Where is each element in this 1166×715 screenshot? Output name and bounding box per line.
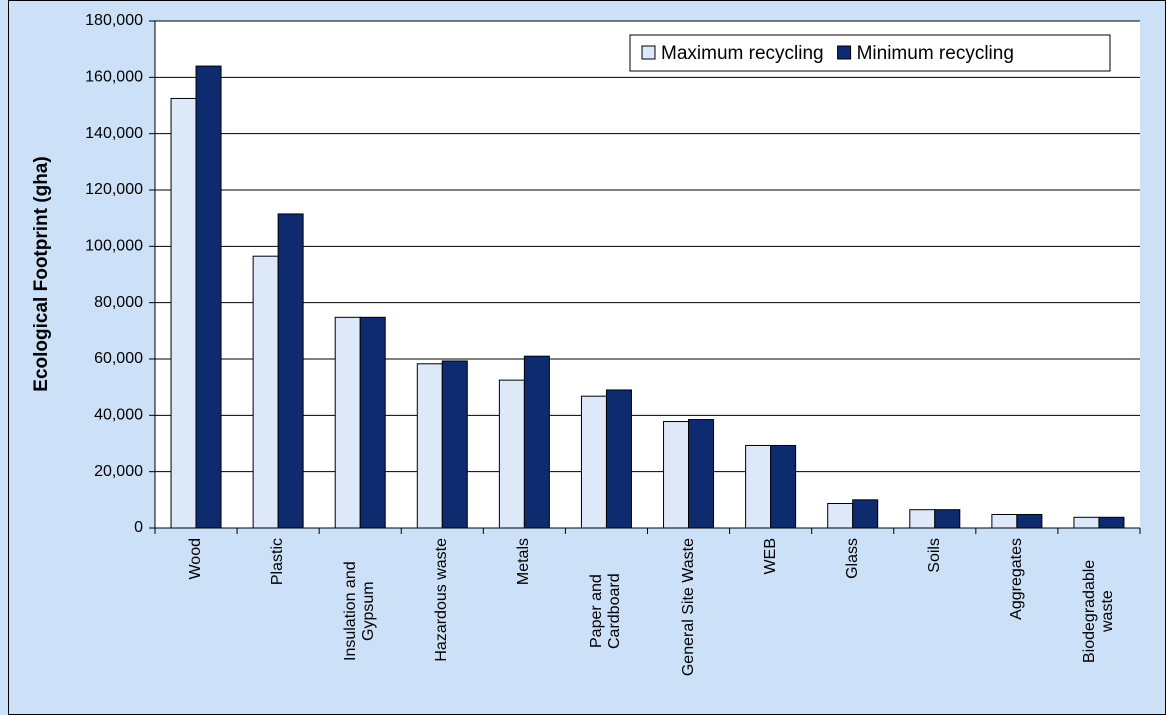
bar bbox=[195, 65, 222, 529]
bar bbox=[580, 395, 607, 529]
y-tick-label: 60,000 bbox=[94, 350, 143, 367]
x-tick-label: Wood bbox=[187, 538, 205, 580]
x-tick-label: Glass bbox=[843, 538, 861, 579]
y-tick-label: 0 bbox=[134, 519, 143, 536]
y-tick-label: 100,000 bbox=[85, 238, 143, 255]
bar bbox=[1073, 516, 1100, 529]
x-tick-label: Plastic bbox=[269, 538, 287, 586]
bar bbox=[170, 97, 197, 529]
y-tick-label: 140,000 bbox=[85, 125, 143, 142]
x-tick-label: Insulation and Gypsum bbox=[342, 561, 378, 661]
bar bbox=[770, 444, 797, 529]
bar bbox=[359, 316, 386, 529]
y-tick-label: 160,000 bbox=[85, 69, 143, 86]
y-tick-label: 80,000 bbox=[94, 294, 143, 311]
bar bbox=[416, 363, 443, 529]
x-tick-label: Soils bbox=[925, 538, 943, 573]
legend-label: Maximum recycling bbox=[661, 43, 824, 64]
y-tick-label: 20,000 bbox=[94, 463, 143, 480]
bar bbox=[252, 255, 279, 529]
x-tick-label: Aggregates bbox=[1007, 538, 1025, 620]
x-tick-label: Biodegradable waste bbox=[1080, 559, 1116, 663]
bar bbox=[745, 444, 772, 529]
bar bbox=[663, 421, 690, 529]
x-tick-label: Metals bbox=[515, 538, 533, 586]
y-tick-label: 120,000 bbox=[85, 181, 143, 198]
y-tick-label: 40,000 bbox=[94, 407, 143, 424]
plot-area bbox=[155, 21, 1140, 528]
y-axis-title: Ecological Footprint (gha) bbox=[31, 156, 52, 391]
bar bbox=[1016, 513, 1043, 529]
bar bbox=[523, 355, 550, 529]
bar bbox=[852, 499, 879, 529]
x-tick-label: Hazardous waste bbox=[433, 538, 451, 662]
bar bbox=[441, 360, 468, 529]
bar bbox=[1098, 516, 1125, 529]
y-tick-label: 180,000 bbox=[85, 12, 143, 29]
bar bbox=[605, 389, 632, 529]
legend-swatch bbox=[641, 45, 656, 60]
x-tick-label: WEB bbox=[761, 538, 779, 575]
bar bbox=[277, 213, 304, 529]
x-tick-label: General Site Waste bbox=[679, 538, 697, 677]
bar bbox=[498, 379, 525, 529]
bar bbox=[991, 513, 1018, 529]
bar bbox=[334, 316, 361, 529]
bar bbox=[827, 502, 854, 529]
legend-label: Minimum recycling bbox=[857, 43, 1014, 64]
x-tick-label: Paper and Cardboard bbox=[588, 573, 624, 649]
bar bbox=[909, 509, 936, 529]
legend-swatch bbox=[837, 45, 852, 60]
bar bbox=[688, 419, 715, 529]
legend-box bbox=[629, 34, 1111, 72]
bar bbox=[934, 509, 961, 529]
